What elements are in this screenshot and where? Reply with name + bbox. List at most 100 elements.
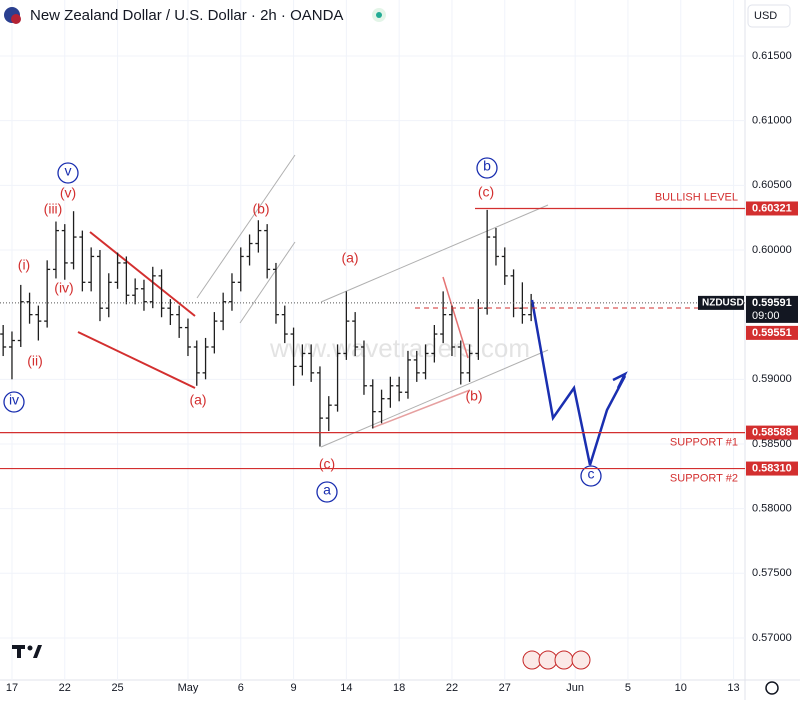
- ohlc-bar: [272, 262, 279, 324]
- ohlc-bar: [325, 396, 332, 432]
- ohlc-bar: [158, 269, 165, 318]
- x-tick-label: Jun: [566, 682, 584, 694]
- x-tick-label: 27: [499, 682, 511, 694]
- last-price-box: [746, 295, 798, 323]
- x-tick-label: 10: [675, 682, 687, 694]
- ohlc-bar: [220, 292, 227, 331]
- ohlc-bar: [44, 260, 51, 328]
- level-price-box: [746, 201, 798, 216]
- status-icon: [376, 12, 382, 18]
- ohlc-bar: [440, 291, 447, 344]
- y-tick-label: 0.61000: [752, 115, 792, 127]
- wave-label: (iv): [54, 280, 73, 296]
- pattern-lines: [77, 154, 549, 448]
- ohlc-bar: [413, 350, 420, 382]
- flag-icon: [11, 14, 21, 24]
- ohlc-bar: [316, 366, 323, 447]
- ohlc-bar: [105, 273, 112, 318]
- ohlc-bar: [299, 344, 306, 376]
- wedge-line: [77, 331, 196, 389]
- level-price-box: [746, 461, 798, 476]
- wave-label: (a): [341, 250, 358, 266]
- ohlc-bar: [422, 344, 429, 380]
- wave-ring: [57, 162, 79, 184]
- y-tick-label: 0.60000: [752, 244, 792, 256]
- channel-line: [320, 349, 549, 448]
- level-name: BULLISH LEVEL: [655, 191, 738, 203]
- channel-line: [320, 204, 549, 303]
- ohlc-bar: [404, 350, 411, 399]
- x-tick-label: 17: [6, 682, 18, 694]
- wave-label: (b): [465, 388, 482, 404]
- x-tick-label: 22: [59, 682, 71, 694]
- level-price: 0.60321: [752, 202, 792, 214]
- wave-label: (iii): [44, 201, 63, 217]
- y-tick-label: 0.61500: [752, 50, 792, 62]
- chart-title: New Zealand Dollar / U.S. Dollar · 2h · …: [30, 7, 343, 24]
- ohlc-bar: [369, 379, 376, 429]
- ohlc-bar: [26, 292, 33, 324]
- wave-label: (ii): [27, 353, 43, 369]
- wave-label: c: [588, 466, 595, 482]
- ohlc-bar: [184, 318, 191, 357]
- level-price: 0.58310: [752, 462, 792, 474]
- ohlc-bar: [334, 344, 341, 412]
- ohlc-bar: [176, 305, 183, 338]
- x-tick-label: 25: [111, 682, 123, 694]
- wave-label: (v): [60, 185, 76, 201]
- ohlc-bar: [79, 230, 86, 292]
- wave-label: (i): [18, 257, 30, 273]
- symbol-box: [698, 295, 744, 310]
- wave-label: (b): [252, 201, 269, 217]
- ohlc-bar: [132, 278, 139, 305]
- x-tick-label: 5: [625, 682, 631, 694]
- ohlc-bar: [202, 337, 209, 380]
- channel-line: [239, 241, 296, 324]
- ohlc-bar: [255, 220, 262, 253]
- ohlc-bar: [387, 376, 394, 408]
- ohlc-bar: [193, 340, 200, 386]
- level-price-box: [746, 425, 798, 440]
- x-tick-label: 6: [238, 682, 244, 694]
- ohlc-bar: [246, 234, 253, 266]
- wave-label: b: [483, 158, 491, 174]
- level-name: SUPPORT #1: [670, 437, 738, 449]
- level-price: 0.58588: [752, 427, 792, 439]
- ohlc-bar: [343, 291, 350, 360]
- x-tick-label: 13: [727, 682, 739, 694]
- ohlc-bar: [35, 305, 42, 341]
- ohlc-bar: [501, 247, 508, 285]
- channel-line: [196, 154, 296, 299]
- tv-logo: [12, 645, 42, 658]
- currency-label[interactable]: USD: [754, 10, 777, 22]
- last-price-label: 0.59591: [752, 297, 792, 309]
- ohlc-bar: [114, 252, 121, 289]
- x-tick-label: May: [178, 682, 199, 694]
- prev-level-box: [746, 325, 798, 340]
- wave-label: iv: [9, 392, 19, 408]
- ohlc-bar: [492, 228, 499, 266]
- forecast-arrow: [612, 371, 628, 389]
- ohlc-bar: [52, 221, 59, 279]
- ohlc-bar: [17, 284, 24, 347]
- y-tick-label: 0.60500: [752, 179, 792, 191]
- ohlc-bar: [228, 273, 235, 311]
- ohlc-bar: [281, 305, 288, 344]
- event-icons[interactable]: [522, 650, 591, 670]
- ohlc-bar: [396, 376, 403, 402]
- ohlc-bar: [264, 224, 271, 279]
- wave-label: (a): [189, 392, 206, 408]
- forecast-path: [530, 299, 627, 466]
- wave-labels: (i) (ii) (iii) (iv) (v) (a) (b) (a) (c) …: [3, 157, 602, 503]
- ohlc-bar: [149, 266, 156, 309]
- wave-label: (c): [319, 456, 335, 472]
- ohlc-bar: [70, 211, 77, 270]
- currency-button[interactable]: [747, 4, 791, 28]
- y-tick-label: 0.57000: [752, 632, 792, 644]
- settings-icon[interactable]: [765, 681, 779, 695]
- symbol-label: NZDUSD: [702, 298, 744, 309]
- countdown-label: 09:00: [752, 310, 780, 322]
- ohlc-bar: [290, 327, 297, 386]
- ohlc-bar: [140, 279, 147, 311]
